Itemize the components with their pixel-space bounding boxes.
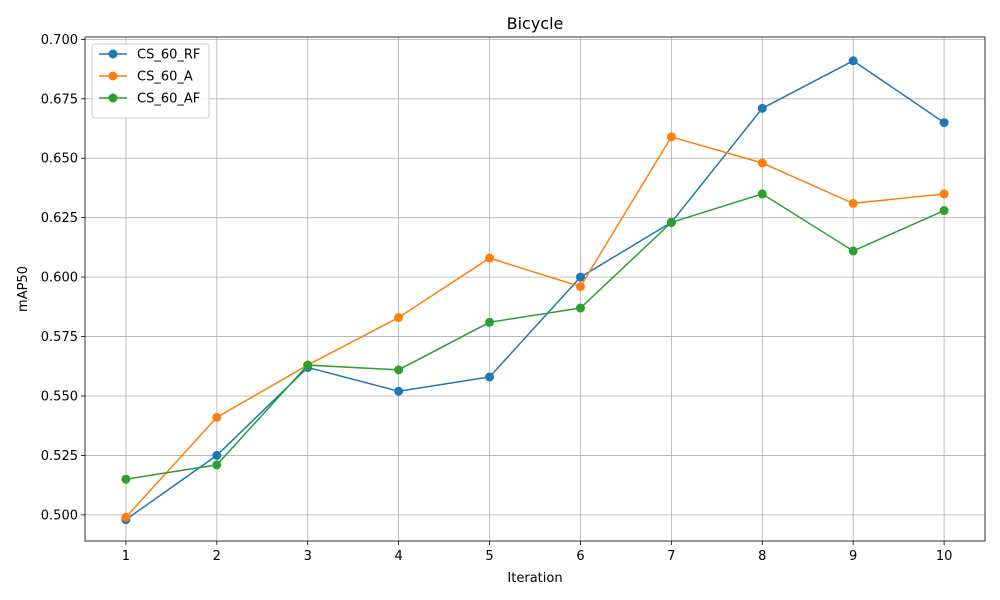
y-tick-label: 0.500 bbox=[41, 508, 78, 523]
x-tick-label: 2 bbox=[213, 549, 221, 564]
legend-item: CS_60_RF bbox=[99, 48, 200, 63]
legend-label: CS_60_A bbox=[137, 70, 193, 85]
y-tick-label: 0.675 bbox=[41, 92, 78, 107]
data-point bbox=[848, 56, 858, 66]
data-point bbox=[212, 412, 222, 422]
data-point bbox=[666, 132, 676, 142]
legend-marker bbox=[108, 93, 118, 103]
data-point bbox=[121, 474, 131, 484]
data-point bbox=[848, 198, 858, 208]
legend-label: CS_60_AF bbox=[137, 92, 200, 107]
data-point bbox=[848, 246, 858, 256]
data-point bbox=[394, 386, 404, 396]
data-point bbox=[757, 158, 767, 168]
x-tick-label: 5 bbox=[485, 549, 493, 564]
plot-frame bbox=[84, 36, 986, 542]
x-tick-label: 1 bbox=[122, 549, 130, 564]
series-line bbox=[125, 59, 945, 521]
data-point bbox=[394, 365, 404, 375]
x-tick-label: 7 bbox=[667, 549, 675, 564]
data-point bbox=[575, 303, 585, 313]
x-axis-title: Iteration bbox=[507, 571, 562, 586]
data-point bbox=[303, 360, 313, 370]
data-point bbox=[212, 460, 222, 470]
grid bbox=[85, 37, 985, 541]
y-tick-label: 0.650 bbox=[41, 152, 78, 167]
data-point bbox=[757, 189, 767, 199]
y-tick-label: 0.575 bbox=[41, 330, 78, 345]
x-tick-label: 4 bbox=[394, 549, 402, 564]
x-tick-label: 9 bbox=[849, 549, 857, 564]
y-tick-label: 0.600 bbox=[41, 271, 78, 286]
series-line bbox=[125, 193, 945, 480]
data-point bbox=[485, 372, 495, 382]
legend-item: CS_60_AF bbox=[99, 92, 200, 107]
series-layer bbox=[121, 56, 949, 525]
legend-box bbox=[91, 43, 210, 119]
series-CS_60_RF bbox=[121, 56, 949, 525]
x-tick-label: 6 bbox=[576, 549, 584, 564]
data-point bbox=[485, 317, 495, 327]
data-point bbox=[939, 118, 949, 128]
legend-marker bbox=[108, 49, 118, 59]
x-tick-label: 3 bbox=[304, 549, 312, 564]
x-tick-label: 10 bbox=[936, 549, 953, 564]
data-point bbox=[212, 450, 222, 460]
y-tick-label: 0.525 bbox=[41, 449, 78, 464]
legend-label: CS_60_RF bbox=[137, 48, 200, 63]
y-tick-label: 0.700 bbox=[41, 33, 78, 48]
x-tick-label: 8 bbox=[758, 549, 766, 564]
data-point bbox=[575, 272, 585, 282]
legend-marker bbox=[108, 71, 118, 81]
axes: 1 2 3 4 5 6 7 8 9 10 0.500 0.525 0.550 0.575 0.600 0.62… bbox=[41, 33, 986, 564]
data-point bbox=[757, 103, 767, 113]
legend-item: CS_60_A bbox=[99, 70, 193, 85]
data-point bbox=[939, 189, 949, 199]
series-CS_60_AF bbox=[121, 189, 949, 484]
data-point bbox=[121, 512, 131, 522]
series-line bbox=[125, 135, 945, 518]
y-axis-title: mAP50 bbox=[16, 266, 31, 312]
data-point bbox=[485, 253, 495, 263]
legend: CS_60_RF CS_60_A CS_60_AF bbox=[91, 43, 210, 119]
data-point bbox=[575, 282, 585, 292]
y-tick-label: 0.550 bbox=[41, 389, 78, 404]
chart-title: Bicycle bbox=[507, 14, 564, 33]
data-point bbox=[394, 313, 404, 323]
data-point bbox=[939, 206, 949, 216]
data-point bbox=[666, 217, 676, 227]
y-tick-label: 0.625 bbox=[41, 211, 78, 226]
